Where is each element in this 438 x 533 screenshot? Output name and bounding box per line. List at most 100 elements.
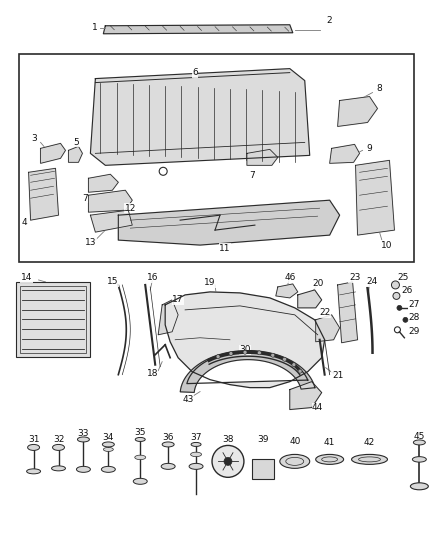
Ellipse shape — [27, 469, 41, 474]
Polygon shape — [41, 143, 66, 163]
Text: 41: 41 — [324, 438, 336, 447]
Text: 2: 2 — [327, 17, 332, 25]
Circle shape — [283, 357, 286, 361]
Text: 43: 43 — [182, 395, 194, 404]
Ellipse shape — [191, 442, 201, 447]
Text: 46: 46 — [284, 273, 296, 282]
Bar — [252, 459, 274, 479]
Text: 10: 10 — [381, 240, 392, 249]
Text: 39: 39 — [257, 435, 268, 444]
Circle shape — [403, 317, 408, 322]
Polygon shape — [68, 147, 82, 163]
Polygon shape — [165, 292, 325, 387]
Ellipse shape — [280, 455, 310, 469]
Circle shape — [392, 281, 399, 289]
Ellipse shape — [135, 455, 146, 459]
Text: 36: 36 — [162, 433, 174, 442]
Ellipse shape — [413, 457, 426, 462]
Text: 21: 21 — [332, 371, 343, 380]
Text: 37: 37 — [191, 433, 202, 442]
Ellipse shape — [28, 445, 39, 450]
Text: 15: 15 — [106, 278, 118, 286]
Text: 16: 16 — [146, 273, 158, 282]
Text: 26: 26 — [402, 286, 413, 295]
Text: 12: 12 — [124, 204, 136, 213]
Polygon shape — [338, 282, 357, 343]
Circle shape — [224, 457, 232, 465]
Text: 13: 13 — [85, 238, 96, 247]
Polygon shape — [290, 382, 321, 409]
Polygon shape — [330, 144, 360, 163]
Circle shape — [397, 305, 402, 310]
Text: 38: 38 — [222, 435, 234, 444]
Ellipse shape — [78, 437, 89, 442]
Text: 8: 8 — [377, 84, 382, 93]
Circle shape — [229, 352, 233, 356]
Ellipse shape — [135, 438, 145, 441]
Circle shape — [257, 351, 261, 355]
Ellipse shape — [77, 466, 90, 472]
Text: 1: 1 — [92, 23, 97, 33]
Text: 3: 3 — [32, 134, 38, 143]
Text: 40: 40 — [289, 437, 300, 446]
Circle shape — [393, 293, 400, 300]
Ellipse shape — [161, 463, 175, 470]
Polygon shape — [88, 174, 118, 192]
Text: 30: 30 — [239, 345, 251, 354]
Text: 14: 14 — [21, 273, 32, 282]
Text: 7: 7 — [82, 193, 88, 203]
Text: 9: 9 — [367, 144, 372, 153]
Ellipse shape — [162, 442, 174, 447]
Polygon shape — [88, 190, 132, 212]
Text: 5: 5 — [74, 138, 79, 147]
Text: 31: 31 — [28, 435, 39, 444]
Ellipse shape — [316, 455, 343, 464]
Text: 23: 23 — [349, 273, 360, 282]
Ellipse shape — [352, 455, 388, 464]
Polygon shape — [180, 351, 315, 392]
Text: 27: 27 — [409, 301, 420, 309]
Circle shape — [216, 354, 220, 359]
Text: 20: 20 — [312, 279, 323, 288]
Text: 22: 22 — [319, 309, 330, 317]
Text: 33: 33 — [78, 429, 89, 438]
Text: 25: 25 — [398, 273, 409, 282]
Ellipse shape — [53, 445, 64, 450]
Text: 4: 4 — [22, 217, 28, 227]
Text: 28: 28 — [409, 313, 420, 322]
Polygon shape — [247, 149, 278, 165]
Ellipse shape — [413, 440, 425, 445]
Ellipse shape — [189, 463, 203, 470]
Ellipse shape — [102, 442, 114, 447]
Ellipse shape — [52, 466, 66, 471]
Ellipse shape — [101, 466, 115, 472]
Bar — [19, 54, 414, 262]
Text: 7: 7 — [249, 171, 255, 180]
Circle shape — [298, 369, 302, 373]
Polygon shape — [118, 200, 339, 245]
Polygon shape — [28, 168, 59, 220]
Text: 45: 45 — [413, 432, 425, 441]
Polygon shape — [298, 290, 321, 308]
Circle shape — [292, 363, 296, 367]
Text: 19: 19 — [204, 278, 216, 287]
Text: 6: 6 — [192, 68, 198, 77]
Ellipse shape — [103, 447, 113, 451]
Circle shape — [271, 353, 275, 357]
Ellipse shape — [191, 452, 201, 457]
Text: 18: 18 — [146, 369, 158, 378]
Bar — [20, 286, 86, 353]
Circle shape — [243, 350, 247, 354]
Text: 42: 42 — [364, 438, 375, 447]
Polygon shape — [90, 69, 310, 165]
Polygon shape — [338, 96, 378, 126]
Polygon shape — [316, 315, 339, 342]
Polygon shape — [356, 160, 395, 235]
Ellipse shape — [133, 478, 147, 484]
Text: 44: 44 — [312, 403, 323, 412]
Circle shape — [212, 446, 244, 478]
Text: 34: 34 — [102, 433, 114, 442]
Polygon shape — [276, 284, 298, 298]
Text: 29: 29 — [409, 327, 420, 336]
Text: 24: 24 — [366, 278, 377, 286]
